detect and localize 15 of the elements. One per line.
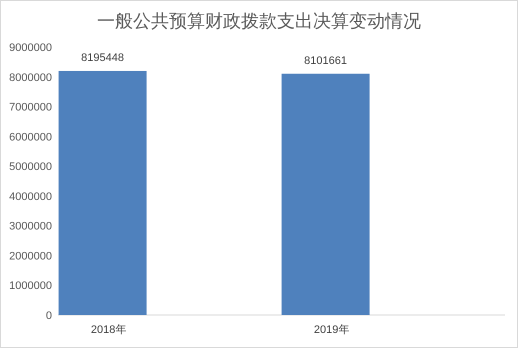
- x-tick-label: 2018年: [90, 324, 126, 336]
- chart-title: 一般公共预算财政拨款支出决算变动情况: [97, 11, 421, 31]
- y-tick-label: 4000000: [9, 190, 52, 203]
- y-tick-label: 1000000: [9, 280, 52, 292]
- data-label: 8101661: [304, 54, 348, 67]
- y-tick-label: 0: [46, 310, 52, 322]
- y-tick-label: 2000000: [9, 250, 52, 262]
- y-tick-label: 7000000: [9, 102, 52, 114]
- data-label: 8195448: [81, 52, 124, 64]
- y-tick-label: 5000000: [9, 161, 52, 174]
- y-tick-label: 8000000: [9, 72, 52, 84]
- y-tick-label: 3000000: [9, 220, 52, 233]
- x-tick-label: 2019年: [314, 324, 350, 336]
- y-tick-label: 9000000: [9, 42, 52, 54]
- y-tick-label: 6000000: [9, 131, 52, 144]
